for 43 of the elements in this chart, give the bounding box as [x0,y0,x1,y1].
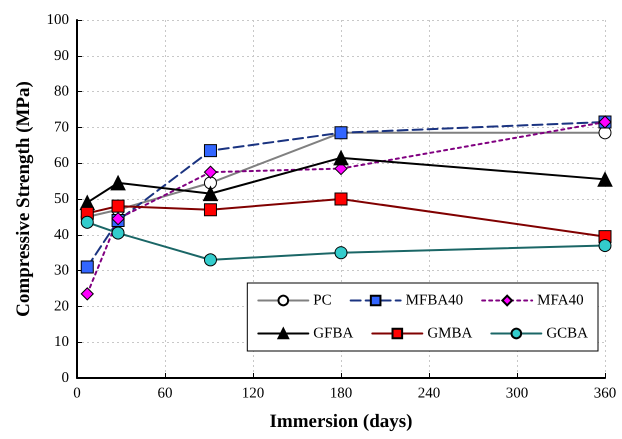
point [110,175,126,190]
y-tick-label: 40 [54,226,69,243]
point [204,166,217,179]
point [204,203,217,216]
point [112,226,125,240]
point [112,200,125,213]
y-tick-label: 0 [62,370,69,386]
x-axis-title: Immersion (days) [269,411,413,432]
point [334,192,348,206]
legend-label: MFA40 [537,292,584,308]
y-axis-title: Compressive Strength (MPa) [13,81,34,317]
point [204,144,217,158]
y-tick-label: 90 [54,48,69,64]
legend-label: GFBA [313,326,354,342]
point [204,176,217,190]
x-tick-label: 0 [73,386,81,402]
y-tick-label: 80 [54,84,69,100]
x-tick-label: 60 [158,386,172,402]
y-tick-label: 60 [54,155,69,172]
x-tick-label: 180 [330,386,352,402]
point [598,172,612,187]
x-tick-label: 300 [506,386,528,402]
legend-label: MFBA40 [406,292,464,308]
point [334,246,348,260]
point [80,216,94,229]
x-tick-label: 120 [242,386,264,402]
y-tick-label: 70 [54,119,69,136]
y-tick-label: 50 [54,191,69,207]
point [334,150,348,166]
point [204,253,217,266]
legend-label: GCBA [546,326,588,342]
point [80,260,94,274]
y-tick-label: 20 [54,298,69,314]
point [598,239,612,252]
x-tick-label: 360 [594,386,616,402]
legend-label: GMBA [427,326,472,342]
legend-label: PC [313,292,332,308]
x-tick-label: 240 [418,386,440,402]
point [80,287,94,300]
point [202,186,218,202]
y-tick-label: 30 [54,262,69,279]
y-tick-label: 10 [54,334,69,350]
y-tick-label: 100 [46,12,69,28]
